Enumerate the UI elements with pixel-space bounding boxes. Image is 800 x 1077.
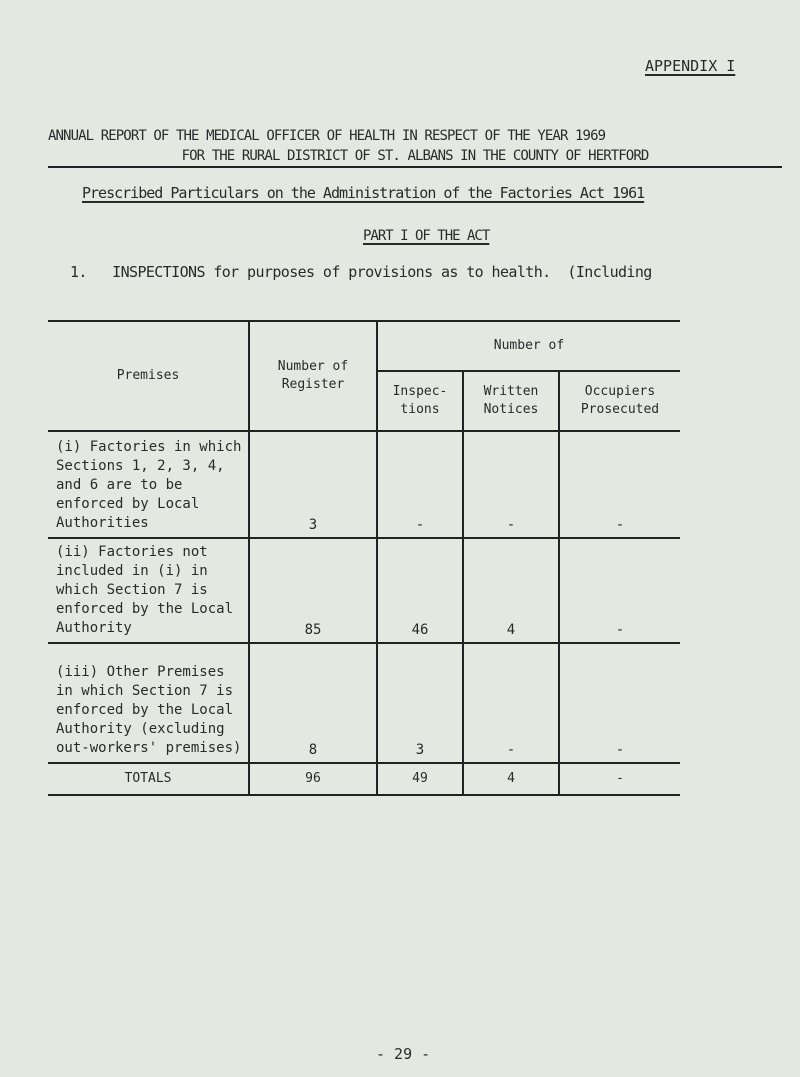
- header-inspections: Inspec- tions: [376, 370, 464, 432]
- row-prosecuted: -: [558, 642, 680, 764]
- table-row: (ii) Factories not included in (i) in wh…: [48, 537, 680, 644]
- row-premises: (ii) Factories not included in (i) in wh…: [48, 537, 250, 644]
- report-title-line1: ANNUAL REPORT OF THE MEDICAL OFFICER OF …: [48, 128, 606, 144]
- header-premises: Premises: [48, 320, 250, 432]
- totals-label: TOTALS: [48, 762, 250, 796]
- row-notices: 4: [462, 537, 560, 644]
- totals-notices: 4: [462, 762, 560, 796]
- section-heading: 1. INSPECTIONS for purposes of provision…: [70, 263, 652, 281]
- totals-row: TOTALS 96 49 4 -: [48, 762, 680, 796]
- totals-register: 96: [248, 762, 378, 796]
- header-number-of: Number of: [376, 320, 680, 372]
- page-number: - 29 -: [376, 1045, 431, 1063]
- subtitle: Prescribed Particulars on the Administra…: [82, 184, 645, 202]
- row-premises: (i) Factories in which Sections 1, 2, 3,…: [48, 430, 250, 539]
- row-register: 85: [248, 537, 378, 644]
- totals-inspections: 49: [376, 762, 464, 796]
- header-register: Number of Register: [248, 320, 378, 432]
- header-prosecuted: Occupiers Prosecuted: [558, 370, 680, 432]
- row-prosecuted: -: [558, 537, 680, 644]
- row-premises: (iii) Other Premises in which Section 7 …: [48, 642, 250, 764]
- row-register: 8: [248, 642, 378, 764]
- row-inspections: 46: [376, 537, 464, 644]
- row-inspections: 3: [376, 642, 464, 764]
- table-row: (iii) Other Premises in which Section 7 …: [48, 642, 680, 764]
- inspections-table: Premises Number of Register Number of In…: [48, 320, 680, 796]
- row-notices: -: [462, 642, 560, 764]
- appendix-label: APPENDIX I: [645, 57, 736, 75]
- table-row: (i) Factories in which Sections 1, 2, 3,…: [48, 430, 680, 539]
- report-title-line2: FOR THE RURAL DISTRICT OF ST. ALBANS IN …: [48, 148, 782, 168]
- totals-prosecuted: -: [558, 762, 680, 796]
- row-inspections: -: [376, 430, 464, 539]
- row-notices: -: [462, 430, 560, 539]
- row-prosecuted: -: [558, 430, 680, 539]
- header-notices: Written Notices: [462, 370, 560, 432]
- row-register: 3: [248, 430, 378, 539]
- part-heading: PART I OF THE ACT: [363, 228, 490, 244]
